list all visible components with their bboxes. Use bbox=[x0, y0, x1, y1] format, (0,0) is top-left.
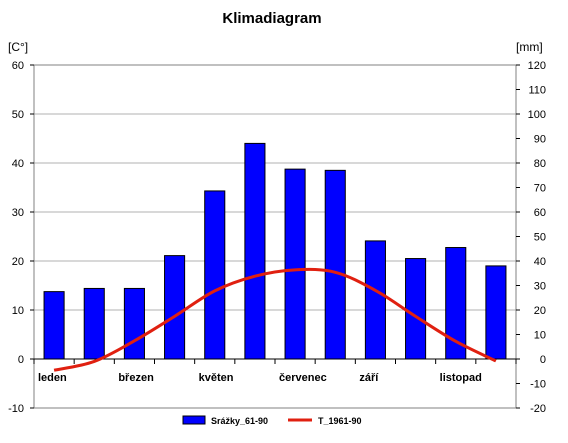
category-label: leden bbox=[38, 372, 67, 384]
precipitation-bar bbox=[244, 142, 266, 360]
right-tick-label: 50 bbox=[534, 232, 546, 244]
right-tick-label: 30 bbox=[534, 281, 546, 293]
precipitation-bar bbox=[364, 240, 386, 360]
right-tick-label: 20 bbox=[534, 305, 546, 317]
right-tick-label: 120 bbox=[528, 60, 546, 72]
right-tick-label: 80 bbox=[534, 158, 546, 170]
precipitation-bar bbox=[405, 258, 427, 360]
right-tick-label: 110 bbox=[528, 85, 546, 97]
left-tick-label: 40 bbox=[12, 158, 24, 170]
precipitation-bar bbox=[204, 190, 226, 360]
precipitation-bars bbox=[43, 142, 507, 360]
right-tick-label: 0 bbox=[540, 354, 546, 366]
category-labels: leden březen květen červenec září listopad bbox=[38, 372, 482, 384]
category-label: červenec bbox=[279, 372, 327, 384]
temperature-line bbox=[53, 267, 497, 372]
precipitation-bar bbox=[324, 169, 346, 360]
right-tick-label: 60 bbox=[534, 207, 546, 219]
left-tick-label: 30 bbox=[12, 207, 24, 219]
left-tick-label: 50 bbox=[12, 109, 24, 121]
precipitation-bar bbox=[485, 265, 507, 360]
right-tick-label: 40 bbox=[534, 256, 546, 268]
chart-title: Klimadiagram bbox=[222, 10, 321, 27]
precipitation-bar bbox=[164, 255, 186, 360]
category-label: květen bbox=[199, 372, 234, 384]
right-tick-label: -10 bbox=[530, 379, 546, 391]
right-tick-label: 90 bbox=[534, 134, 546, 146]
right-tick-label: -20 bbox=[530, 403, 546, 415]
precipitation-bar bbox=[284, 168, 306, 360]
legend: Srážky_61-90 T_1961-90 bbox=[182, 415, 362, 426]
left-tick-label: 0 bbox=[18, 354, 24, 366]
axes bbox=[30, 64, 520, 409]
left-tick-label: 60 bbox=[12, 60, 24, 72]
right-tick-label: 10 bbox=[534, 330, 546, 342]
right-tick-label: 100 bbox=[528, 109, 546, 121]
category-label: září bbox=[359, 372, 379, 384]
left-tick-label: 20 bbox=[12, 256, 24, 268]
tick-labels: -10 0 10 20 30 40 50 60 -20 -10 0 10 20 30 40 50 60 70 80 9… bbox=[8, 60, 546, 415]
legend-label-precipitation: Srážky_61-90 bbox=[211, 416, 268, 426]
precipitation-bar bbox=[83, 287, 105, 360]
legend-swatch-precipitation bbox=[182, 415, 206, 425]
precipitation-bar bbox=[43, 291, 65, 360]
category-label: listopad bbox=[440, 372, 482, 384]
temperature-line-path bbox=[53, 267, 497, 372]
category-label: březen bbox=[118, 372, 154, 384]
precipitation-bar bbox=[123, 287, 145, 360]
left-axis-unit: [C°] bbox=[8, 40, 28, 54]
right-tick-label: 70 bbox=[534, 183, 546, 195]
left-tick-label: -10 bbox=[8, 403, 24, 415]
left-tick-label: 10 bbox=[12, 305, 24, 317]
legend-label-temperature: T_1961-90 bbox=[318, 416, 362, 426]
right-axis-unit: [mm] bbox=[516, 40, 543, 54]
